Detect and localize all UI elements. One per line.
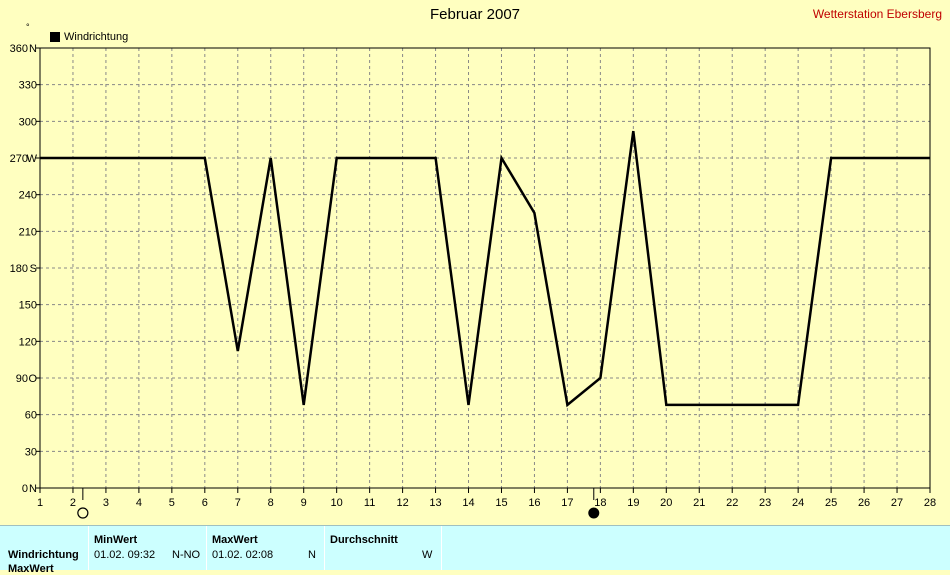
avg-direction: W xyxy=(422,549,432,561)
x-tick-label: 28 xyxy=(924,497,936,509)
x-tick-label: 23 xyxy=(759,497,771,509)
full-moon-icon xyxy=(78,508,88,518)
y-tick-label: 90 xyxy=(16,373,28,385)
stats-row-label: Windrichtung xyxy=(8,549,79,561)
x-tick-label: 8 xyxy=(268,497,274,509)
stats-avg-column: Durchschnitt W xyxy=(325,526,442,570)
x-tick-label: 5 xyxy=(169,497,175,509)
x-tick-label: 1 xyxy=(37,497,43,509)
y-tick-label: 240 xyxy=(19,190,37,202)
x-tick-label: 26 xyxy=(858,497,870,509)
x-tick-label: 2 xyxy=(70,497,76,509)
y-tick-label: 210 xyxy=(19,226,37,238)
y-direction-label: N xyxy=(29,43,37,55)
max-direction: N xyxy=(308,549,316,561)
x-tick-label: 25 xyxy=(825,497,837,509)
x-tick-label: 3 xyxy=(103,497,109,509)
y-tick-label: 150 xyxy=(19,300,37,312)
x-tick-label: 9 xyxy=(301,497,307,509)
x-tick-label: 6 xyxy=(202,497,208,509)
x-tick-label: 11 xyxy=(364,497,375,509)
x-tick-label: 7 xyxy=(235,497,241,509)
avg-header: Durchschnitt xyxy=(330,534,398,546)
y-tick-label: 300 xyxy=(19,116,37,128)
x-tick-label: 15 xyxy=(495,497,507,509)
stats-min-column: MinWert 01.02. 09:32 N-NO xyxy=(89,526,207,570)
x-tick-label: 4 xyxy=(136,497,142,509)
y-direction-label: S xyxy=(30,263,37,275)
x-tick-label: 14 xyxy=(462,497,474,509)
x-tick-label: 16 xyxy=(528,497,540,509)
stats-panel: Windrichtung MaxWert MinWert 01.02. 09:3… xyxy=(0,525,950,570)
stats-row-label-2: MaxWert xyxy=(8,563,54,575)
y-direction-label: O xyxy=(28,373,37,385)
stats-label-column: Windrichtung MaxWert xyxy=(0,526,89,570)
x-tick-label: 12 xyxy=(396,497,408,509)
x-tick-label: 21 xyxy=(693,497,705,509)
y-direction-label: W xyxy=(27,153,38,165)
stats-max-column: MaxWert 01.02. 02:08 N xyxy=(207,526,325,570)
y-tick-label: 30 xyxy=(25,446,37,458)
y-tick-label: 60 xyxy=(25,410,37,422)
x-tick-label: 19 xyxy=(627,497,639,509)
max-header: MaxWert xyxy=(212,534,258,546)
x-tick-label: 22 xyxy=(726,497,738,509)
chart-area: Februar 2007 Wetterstation Ebersberg ° W… xyxy=(0,0,950,525)
y-tick-label: 360 xyxy=(10,43,28,55)
min-value: 01.02. 09:32 xyxy=(94,549,155,561)
y-tick-label: 330 xyxy=(19,80,37,92)
x-tick-label: 13 xyxy=(429,497,441,509)
x-tick-label: 18 xyxy=(594,497,606,509)
x-tick-label: 20 xyxy=(660,497,672,509)
min-header: MinWert xyxy=(94,534,137,546)
x-tick-label: 17 xyxy=(561,497,573,509)
y-tick-label: 270 xyxy=(10,153,28,165)
x-tick-label: 27 xyxy=(891,497,903,509)
y-direction-label: N xyxy=(29,483,37,495)
y-tick-label: 120 xyxy=(19,336,37,348)
y-tick-label: 0 xyxy=(22,483,28,495)
y-tick-label: 180 xyxy=(10,263,28,275)
x-tick-label: 24 xyxy=(792,497,804,509)
new-moon-icon xyxy=(589,508,599,518)
x-tick-label: 10 xyxy=(331,497,343,509)
max-value: 01.02. 02:08 xyxy=(212,549,273,561)
min-direction: N-NO xyxy=(172,549,200,561)
